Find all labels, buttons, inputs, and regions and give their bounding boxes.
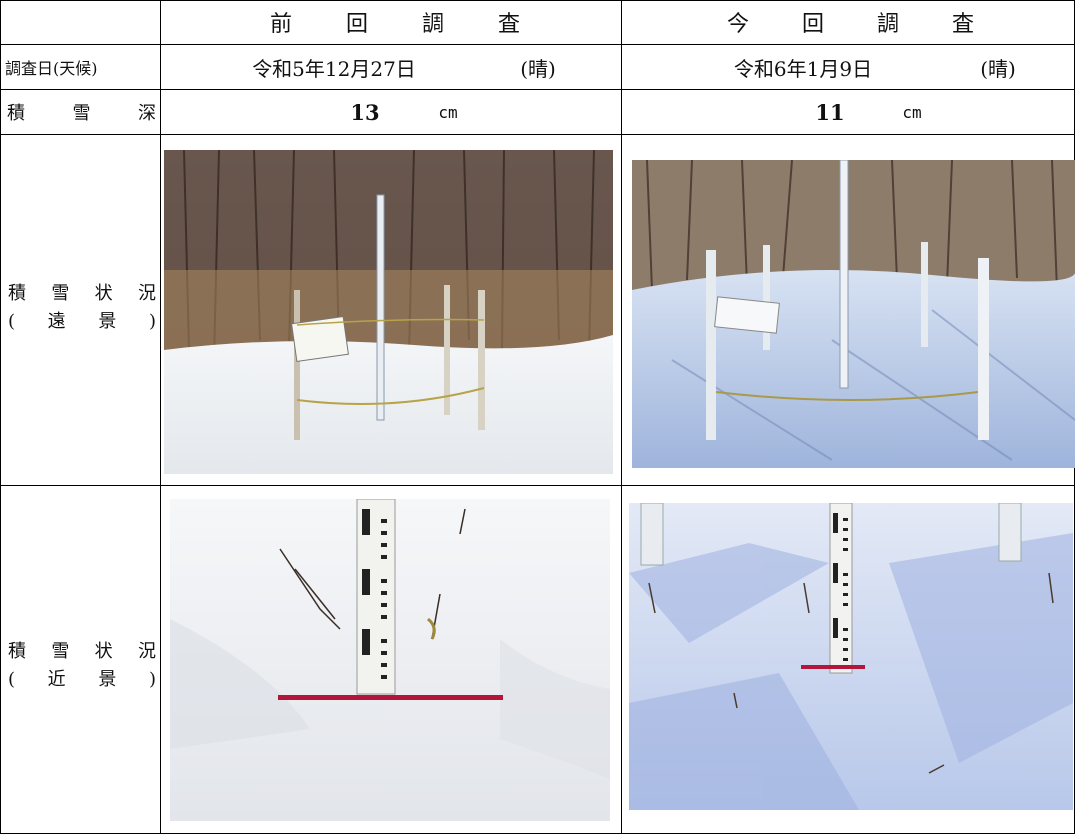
row-divider (0, 485, 1075, 486)
previous-snow-depth-unit: cm (438, 102, 458, 122)
label-char: 況 (137, 641, 156, 662)
header-char: 調 (876, 12, 899, 37)
column-divider (621, 0, 622, 834)
label-char: 景 (98, 311, 117, 332)
snow-depth-label: 積 雪 深 (1, 90, 160, 134)
far-view-label: 積 雪 状 況 ( 遠 景 ) (8, 280, 156, 336)
label-char: ) (148, 311, 156, 332)
header-char: 今 (727, 12, 750, 37)
survey-date-label: 調査日(天候) (5, 59, 98, 78)
label-char: 積 (7, 103, 25, 124)
label-char: ( (8, 311, 16, 332)
label-char: 深 (138, 103, 156, 124)
header-current-survey: 今 回 調 査 (727, 0, 974, 44)
label-char: ( (8, 669, 16, 690)
near-view-label: 積 雪 状 況 ( 近 景 ) (8, 638, 156, 694)
label-char: 状 (94, 283, 113, 304)
header-char: 回 (801, 12, 824, 37)
previous-near-view-photo (170, 499, 610, 821)
label-char: ) (148, 669, 156, 690)
table-border-left (0, 0, 1, 834)
label-char: 雪 (51, 641, 70, 662)
label-char: 況 (137, 283, 156, 304)
label-char: 積 (8, 641, 26, 662)
current-survey-weather: (晴) (980, 56, 1016, 81)
current-near-view-photo (629, 503, 1073, 810)
previous-far-view-photo (164, 150, 613, 474)
header-char: 査 (951, 12, 974, 37)
label-char: 雪 (72, 103, 91, 124)
header-char: 回 (345, 12, 368, 37)
column-divider (160, 0, 161, 834)
previous-survey-date: 令和5年12月27日 (252, 56, 416, 81)
previous-survey-weather: (晴) (520, 56, 556, 81)
previous-snow-depth-value: 13 (350, 99, 380, 125)
label-char: 近 (47, 669, 66, 690)
row-divider (0, 44, 1075, 45)
table-border-top (0, 0, 1075, 1)
header-previous-survey: 前 回 調 査 (270, 0, 520, 44)
current-far-view-photo (632, 160, 1075, 468)
current-survey-date: 令和6年1月9日 (733, 56, 873, 81)
label-char: 遠 (47, 311, 66, 332)
row-divider (0, 89, 1075, 90)
current-snow-depth-value: 11 (815, 99, 845, 125)
header-char: 前 (270, 12, 293, 37)
header-char: 調 (421, 12, 444, 37)
current-snow-depth-unit: cm (902, 102, 922, 122)
label-char: 雪 (51, 283, 70, 304)
label-char: 状 (94, 641, 113, 662)
row-divider (0, 134, 1075, 135)
label-char: 積 (8, 283, 26, 304)
label-char: 景 (98, 669, 117, 690)
header-char: 査 (497, 12, 520, 37)
